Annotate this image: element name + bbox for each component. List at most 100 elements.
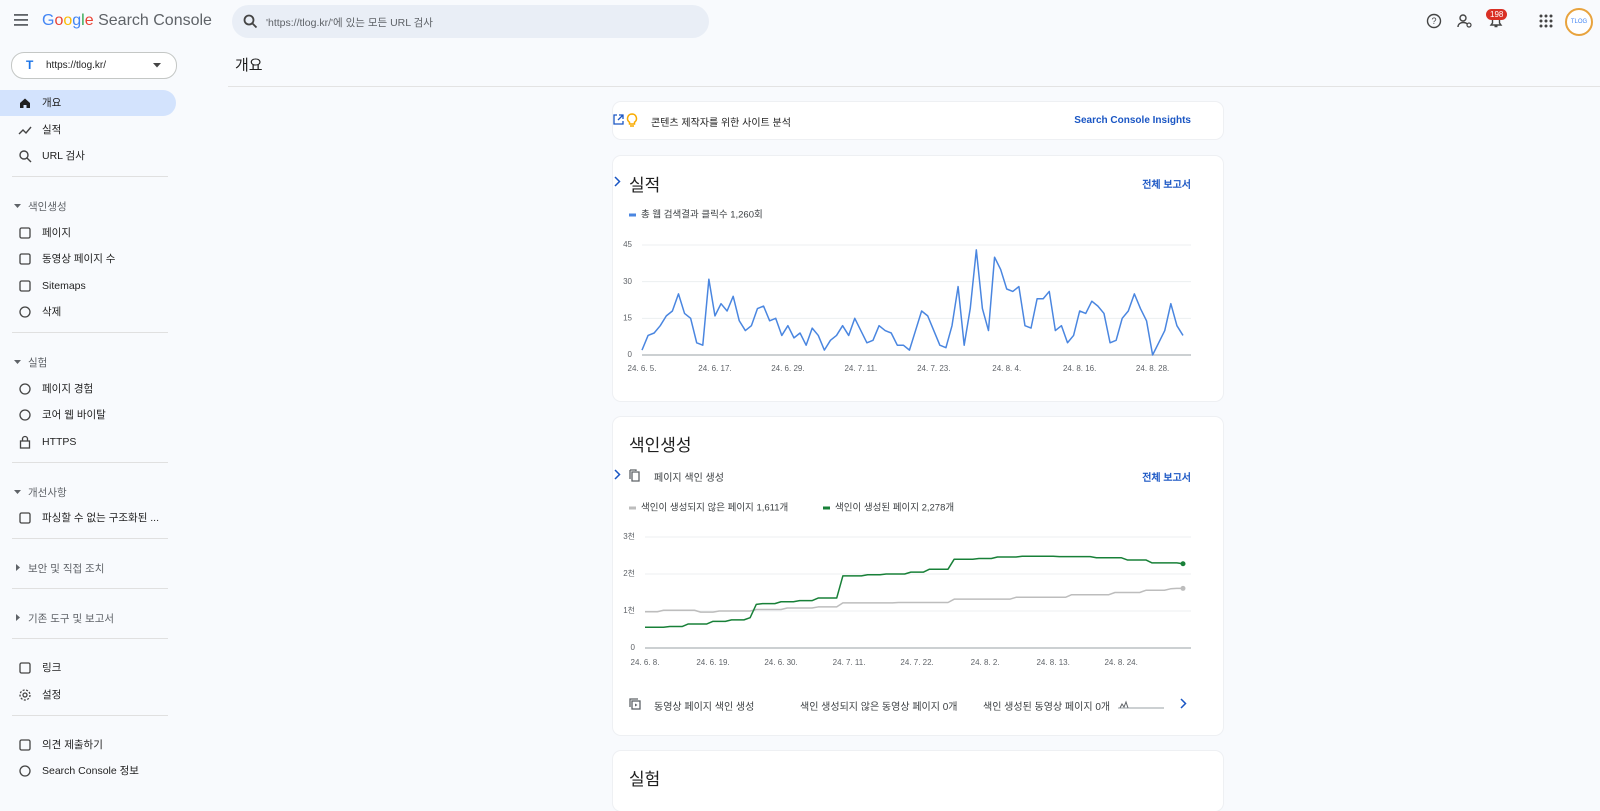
nav-label: 파싱할 수 없는 구조화된 ... (42, 512, 160, 524)
section-header[interactable]: 색인생성 (14, 199, 67, 214)
menu-button[interactable] (14, 13, 32, 29)
video-not-indexed: 색인 생성되지 않은 동영상 페이지 0개 (800, 702, 958, 713)
nav-icon (19, 688, 31, 701)
performance-chart: 0 15 30 45 24. 6. 5. 24. 6. 17. 24. 6. 29. 24. … (623, 209, 1191, 373)
caret (14, 489, 21, 494)
pages-icon (629, 469, 640, 482)
full-report-link[interactable]: 전체 보고서 (1142, 473, 1191, 484)
insights-card: 콘텐츠 제작자를 위한 사이트 분석 Search Console Insigh… (613, 102, 1223, 139)
svg-text:?: ? (1431, 16, 1436, 26)
page-title: 개요 (235, 57, 263, 74)
nav-item[interactable]: HTTPS (0, 429, 176, 455)
y-tick-label: 3천 (623, 531, 635, 541)
x-tick-label: 24. 6. 5. (628, 364, 657, 373)
video-indexed: 색인 생성된 동영상 페이지 0개 (983, 702, 1111, 713)
nav-item[interactable]: 삭제 (0, 299, 176, 325)
x-tick-label: 24. 8. 24. (1104, 658, 1137, 667)
divider (12, 332, 168, 333)
divider (12, 461, 168, 463)
y-tick-label: 1천 (623, 605, 635, 615)
nav-icon (20, 98, 30, 108)
logo[interactable]: Google Search Console (42, 12, 212, 30)
y-tick-label: 0 (631, 643, 636, 652)
nav-item[interactable]: 코어 웹 바이탈 (0, 402, 176, 428)
end-dot (1180, 585, 1186, 591)
x-tick-label: 24. 7. 23. (917, 364, 950, 373)
nav-label: 페이지 경험 (42, 382, 94, 395)
section-title: 기존 도구 및 보고서 (28, 613, 115, 625)
x-tick-label: 24. 7. 22. (900, 658, 933, 667)
y-tick-label: 15 (623, 313, 632, 322)
nav-item[interactable]: 동영상 페이지 수 (0, 246, 176, 272)
search-icon (243, 14, 258, 29)
divider (12, 714, 168, 716)
legend-label: 색인이 생성되지 않은 페이지 1,611개 (641, 503, 788, 514)
line-series (641, 249, 1184, 356)
full-report-link[interactable]: 전체 보고서 (1142, 180, 1191, 191)
nav-icon (19, 435, 31, 449)
dropdown-arrow (153, 63, 161, 68)
nav-item[interactable]: Search Console 정보 (0, 758, 176, 784)
video-label: 동영상 페이지 색인 생성 (654, 702, 755, 713)
notification-badge: 198 (1486, 9, 1508, 20)
line-series (645, 555, 1184, 629)
nav-item[interactable]: 실적 (0, 117, 176, 143)
x-tick-label: 24. 8. 28. (1136, 364, 1169, 373)
y-tick-label: 2천 (623, 568, 635, 578)
nav-item[interactable]: 의견 제출하기 (0, 732, 176, 758)
end-dot (1180, 561, 1186, 567)
section-header[interactable]: 기존 도구 및 보고서 (14, 611, 114, 626)
nav-item[interactable]: URL 검사 (0, 143, 176, 169)
nav-label: Search Console 정보 (42, 765, 139, 777)
section-header[interactable]: 보안 및 직접 조치 (14, 561, 104, 576)
property-selector[interactable]: T https://tlog.kr/ (11, 52, 177, 79)
video-chevron[interactable] (1179, 698, 1187, 709)
nav-icon (19, 253, 31, 265)
apps-icon[interactable] (1539, 14, 1553, 28)
video-icon (629, 698, 641, 710)
y-tick-label: 45 (623, 240, 632, 249)
x-tick-label: 24. 6. 8. (631, 658, 660, 667)
card-subtitle: 페이지 색인 생성 (654, 473, 724, 484)
nav-item[interactable]: 페이지 경험 (0, 376, 176, 402)
nav-label: 링크 (42, 662, 62, 674)
legend-label: 색인이 생성된 페이지 2,278개 (835, 502, 954, 514)
bulb-icon (626, 113, 638, 127)
nav-icon (19, 382, 31, 395)
section-title: 개선사항 (28, 486, 67, 499)
nav-item[interactable]: 설정 (0, 682, 176, 708)
users-icon[interactable] (1457, 13, 1473, 29)
nav-label: 코어 웹 바이탈 (42, 409, 106, 421)
nav-label: 동영상 페이지 수 (42, 253, 116, 265)
section-header[interactable]: 개선사항 (14, 485, 67, 500)
nav-item[interactable]: 파싱할 수 없는 구조화된 ... (0, 505, 176, 531)
logo-product: Search Console (98, 12, 212, 29)
y-tick-label: 30 (623, 277, 632, 286)
nav-item[interactable]: 개요 (0, 90, 176, 116)
nav-icon (19, 150, 32, 163)
legend-swatch (823, 506, 830, 510)
nav-item[interactable]: Sitemaps (0, 273, 176, 299)
page: Google Search Console 'https://tlog.kr/'… (0, 5, 1600, 789)
nav-item[interactable]: 링크 (0, 655, 176, 681)
section-header[interactable]: 실험 (14, 355, 47, 370)
divider (12, 638, 168, 639)
help-icon[interactable]: ? (1426, 13, 1442, 29)
search-box[interactable]: 'https://tlog.kr/'에 있는 모든 URL 검사 (232, 5, 709, 38)
nav-label: URL 검사 (42, 150, 85, 162)
y-tick-label: 0 (628, 350, 633, 359)
nav-item[interactable]: 페이지 (0, 220, 176, 246)
legend-label: 총 웹 검색결과 클릭수 1,260회 (641, 209, 763, 221)
nav-icon (19, 226, 31, 239)
line-series (645, 587, 1183, 613)
x-tick-label: 24. 6. 19. (696, 658, 729, 667)
chevron (614, 176, 621, 187)
nav-label: 의견 제출하기 (42, 738, 103, 751)
divider (12, 176, 168, 177)
x-tick-label: 24. 6. 29. (771, 364, 804, 373)
caret (16, 614, 20, 621)
external-icon (613, 114, 624, 125)
insights-link[interactable]: Search Console Insights (1074, 115, 1191, 126)
avatar[interactable]: TLOG (1565, 8, 1593, 36)
nav-icon (19, 512, 31, 524)
